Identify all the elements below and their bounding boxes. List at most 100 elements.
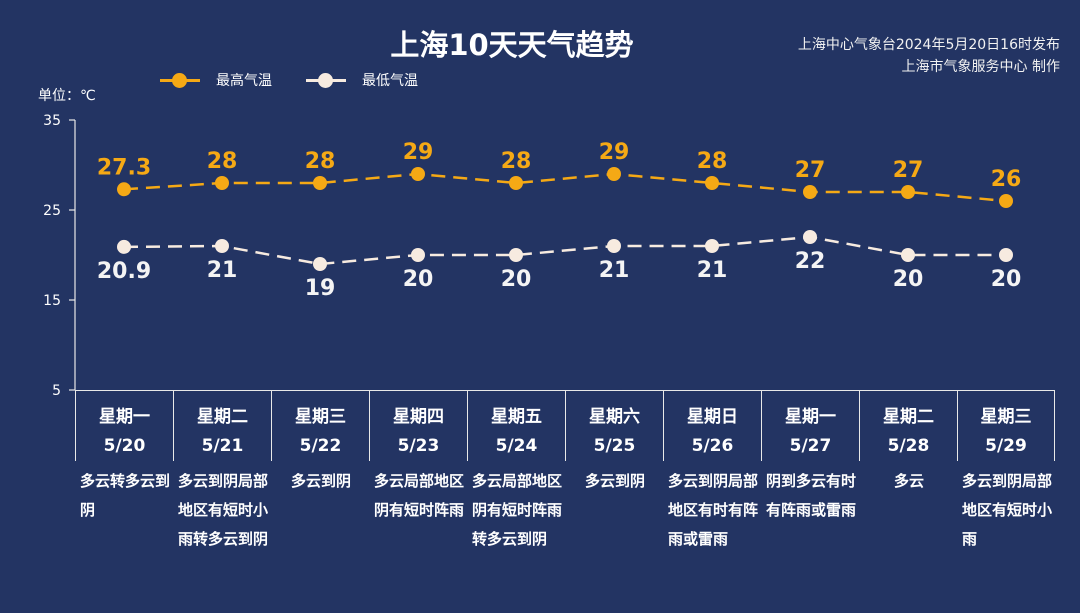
high-temp-label: 28 <box>697 149 728 174</box>
low-temp-label: 21 <box>599 258 630 283</box>
day-header-row: 星期一 5/20 星期二 5/21 星期三 5/22 星期四 5/23 星期五 5/24 星期六 5/… <box>75 390 1055 461</box>
day-table: 星期一 5/20 星期二 5/21 星期三 5/22 星期四 5/23 星期五 5/24 星期六 5/… <box>75 390 1055 554</box>
day-header-cell: 星期一 5/20 <box>75 391 173 461</box>
low-temp-point <box>705 239 719 253</box>
legend-item-high: 最高气温 <box>160 70 272 90</box>
date-label: 5/27 <box>789 436 832 456</box>
weather-description: 多云到阴 <box>290 472 351 490</box>
publisher-line-1: 上海中心气象台2024年5月20日16时发布 <box>797 37 1060 53</box>
date-label: 5/29 <box>985 436 1027 456</box>
y-tick-label: 5 <box>52 383 61 399</box>
chart-series: 27.3 28 28 29 28 29 28 27 27 26 20.9 21 19 20 20 21 21 22… <box>97 140 1021 301</box>
low-temp-label: 21 <box>207 258 238 283</box>
high-temp-point <box>411 167 425 181</box>
y-tick-label: 25 <box>43 203 61 219</box>
legend-label-high: 最高气温 <box>216 73 272 89</box>
y-tick-label: 35 <box>43 113 61 129</box>
low-temp-point <box>117 239 131 254</box>
legend-label-low: 最低气温 <box>362 73 418 89</box>
low-line-marker-icon <box>306 73 346 88</box>
weather-description: 多云转多云到阴 <box>80 472 171 519</box>
high-temp-label: 27 <box>893 158 924 183</box>
low-temp-line <box>123 235 1006 266</box>
weekday-label: 星期三 <box>295 407 346 427</box>
high-temp-label: 28 <box>501 149 532 174</box>
weather-description: 阴到多云有时有阵雨或雷雨 <box>766 472 857 519</box>
high-temp-point <box>509 176 523 190</box>
high-line-marker-icon <box>160 73 200 88</box>
date-label: 5/26 <box>691 436 734 456</box>
low-temp-point <box>509 248 523 262</box>
high-temp-point <box>999 194 1013 208</box>
date-label: 5/24 <box>495 436 538 456</box>
date-label: 5/23 <box>397 436 440 456</box>
high-temp-line <box>123 172 1007 203</box>
weather-description: 多云到阴局部地区有短时小雨 <box>962 472 1053 548</box>
day-header-cell: 星期五 5/24 <box>467 391 565 461</box>
high-temp-label: 27 <box>795 158 826 183</box>
high-temp-point <box>607 167 621 181</box>
day-header-cell: 星期二 5/28 <box>859 391 957 461</box>
high-temp-point <box>803 185 817 199</box>
weekday-label: 星期二 <box>883 407 934 427</box>
low-temp-label: 19 <box>305 276 336 301</box>
low-temp-label: 20 <box>991 267 1022 292</box>
high-temp-point <box>215 176 229 190</box>
weather-description: 多云到阴局部地区有时有阵雨或雷雨 <box>668 472 759 548</box>
day-header-cell: 星期三 5/22 <box>271 391 369 461</box>
low-temp-point <box>803 230 817 244</box>
high-temp-point <box>705 176 719 190</box>
low-temp-label: 22 <box>795 249 826 274</box>
date-label: 5/21 <box>201 436 244 456</box>
weekday-label: 星期日 <box>687 407 738 427</box>
date-label: 5/28 <box>887 436 930 456</box>
low-temp-label: 20.9 <box>97 259 151 284</box>
date-label: 5/25 <box>593 436 636 456</box>
weekday-label: 星期三 <box>980 407 1032 427</box>
date-label: 5/20 <box>103 436 146 456</box>
weather-description: 多云 <box>893 472 924 490</box>
high-temp-label: 29 <box>599 140 630 165</box>
day-header-cell: 星期六 5/25 <box>565 391 663 461</box>
publisher-line-2: 上海市气象服务中心 制作 <box>901 59 1060 75</box>
chart-legend: 最高气温 最低气温 <box>160 70 452 90</box>
day-header-cell: 星期二 5/21 <box>173 391 271 461</box>
y-tick-label: 15 <box>43 293 61 309</box>
publisher-info: 上海中心气象台2024年5月20日16时发布 上海市气象服务中心 制作 <box>798 34 1060 78</box>
low-temp-label: 21 <box>697 258 728 283</box>
legend-item-low: 最低气温 <box>306 70 418 90</box>
weekday-label: 星期六 <box>589 407 640 427</box>
weather-description: 多云局部地区阴有短时阵雨转多云到阴 <box>472 472 563 548</box>
weather-description: 多云到阴局部地区有短时小雨转多云到阴 <box>178 472 269 548</box>
chart-title: 上海10天天气趋势 <box>390 28 634 62</box>
low-temp-label: 20 <box>893 267 924 292</box>
unit-label: 单位：℃ <box>38 88 96 104</box>
low-temp-label: 20 <box>501 267 532 292</box>
weekday-label: 星期五 <box>491 407 542 427</box>
high-temp-point <box>901 185 915 199</box>
weekday-label: 星期二 <box>197 407 248 427</box>
high-temp-label: 28 <box>207 149 238 174</box>
day-header-cell: 星期四 5/23 <box>369 391 467 461</box>
day-header-cell: 星期日 5/26 <box>663 391 761 461</box>
day-header-cell: 星期三 5/29 <box>957 391 1055 461</box>
low-temp-point <box>411 248 425 262</box>
y-axis: 5 15 25 35 <box>43 113 76 399</box>
low-temp-point <box>901 248 915 262</box>
high-temp-label: 29 <box>403 140 434 165</box>
high-temp-label: 28 <box>305 149 336 174</box>
low-temp-point <box>999 248 1013 262</box>
high-temp-label: 27.3 <box>97 155 151 180</box>
low-temp-point <box>215 239 229 253</box>
low-temp-label: 20 <box>403 267 434 292</box>
weekday-label: 星期一 <box>785 407 836 427</box>
weather-desc-row: 多云转多云到阴 多云到阴局部地区有短时小雨转多云到阴 多云到阴 多云局部地区阴有短时阵… <box>75 461 1055 554</box>
weather-description: 多云到阴 <box>584 472 645 490</box>
day-header-cell: 星期一 5/27 <box>761 391 859 461</box>
high-temp-label: 26 <box>991 167 1022 192</box>
low-temp-point <box>607 239 621 253</box>
date-label: 5/22 <box>299 436 342 456</box>
high-temp-point <box>313 176 327 190</box>
low-temp-point <box>313 257 327 271</box>
